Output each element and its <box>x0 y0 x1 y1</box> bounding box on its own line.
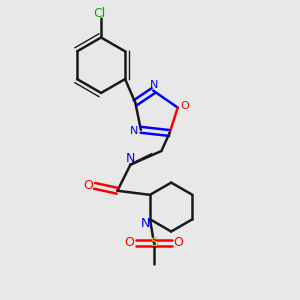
Text: N: N <box>126 152 135 165</box>
Text: S: S <box>150 236 158 249</box>
Text: O: O <box>124 236 134 249</box>
Text: N: N <box>150 80 158 90</box>
Text: N: N <box>140 217 150 230</box>
Text: O: O <box>83 179 93 192</box>
Text: O: O <box>173 236 183 249</box>
Text: Cl: Cl <box>93 7 106 20</box>
Text: N: N <box>130 126 138 136</box>
Text: O: O <box>181 101 189 111</box>
